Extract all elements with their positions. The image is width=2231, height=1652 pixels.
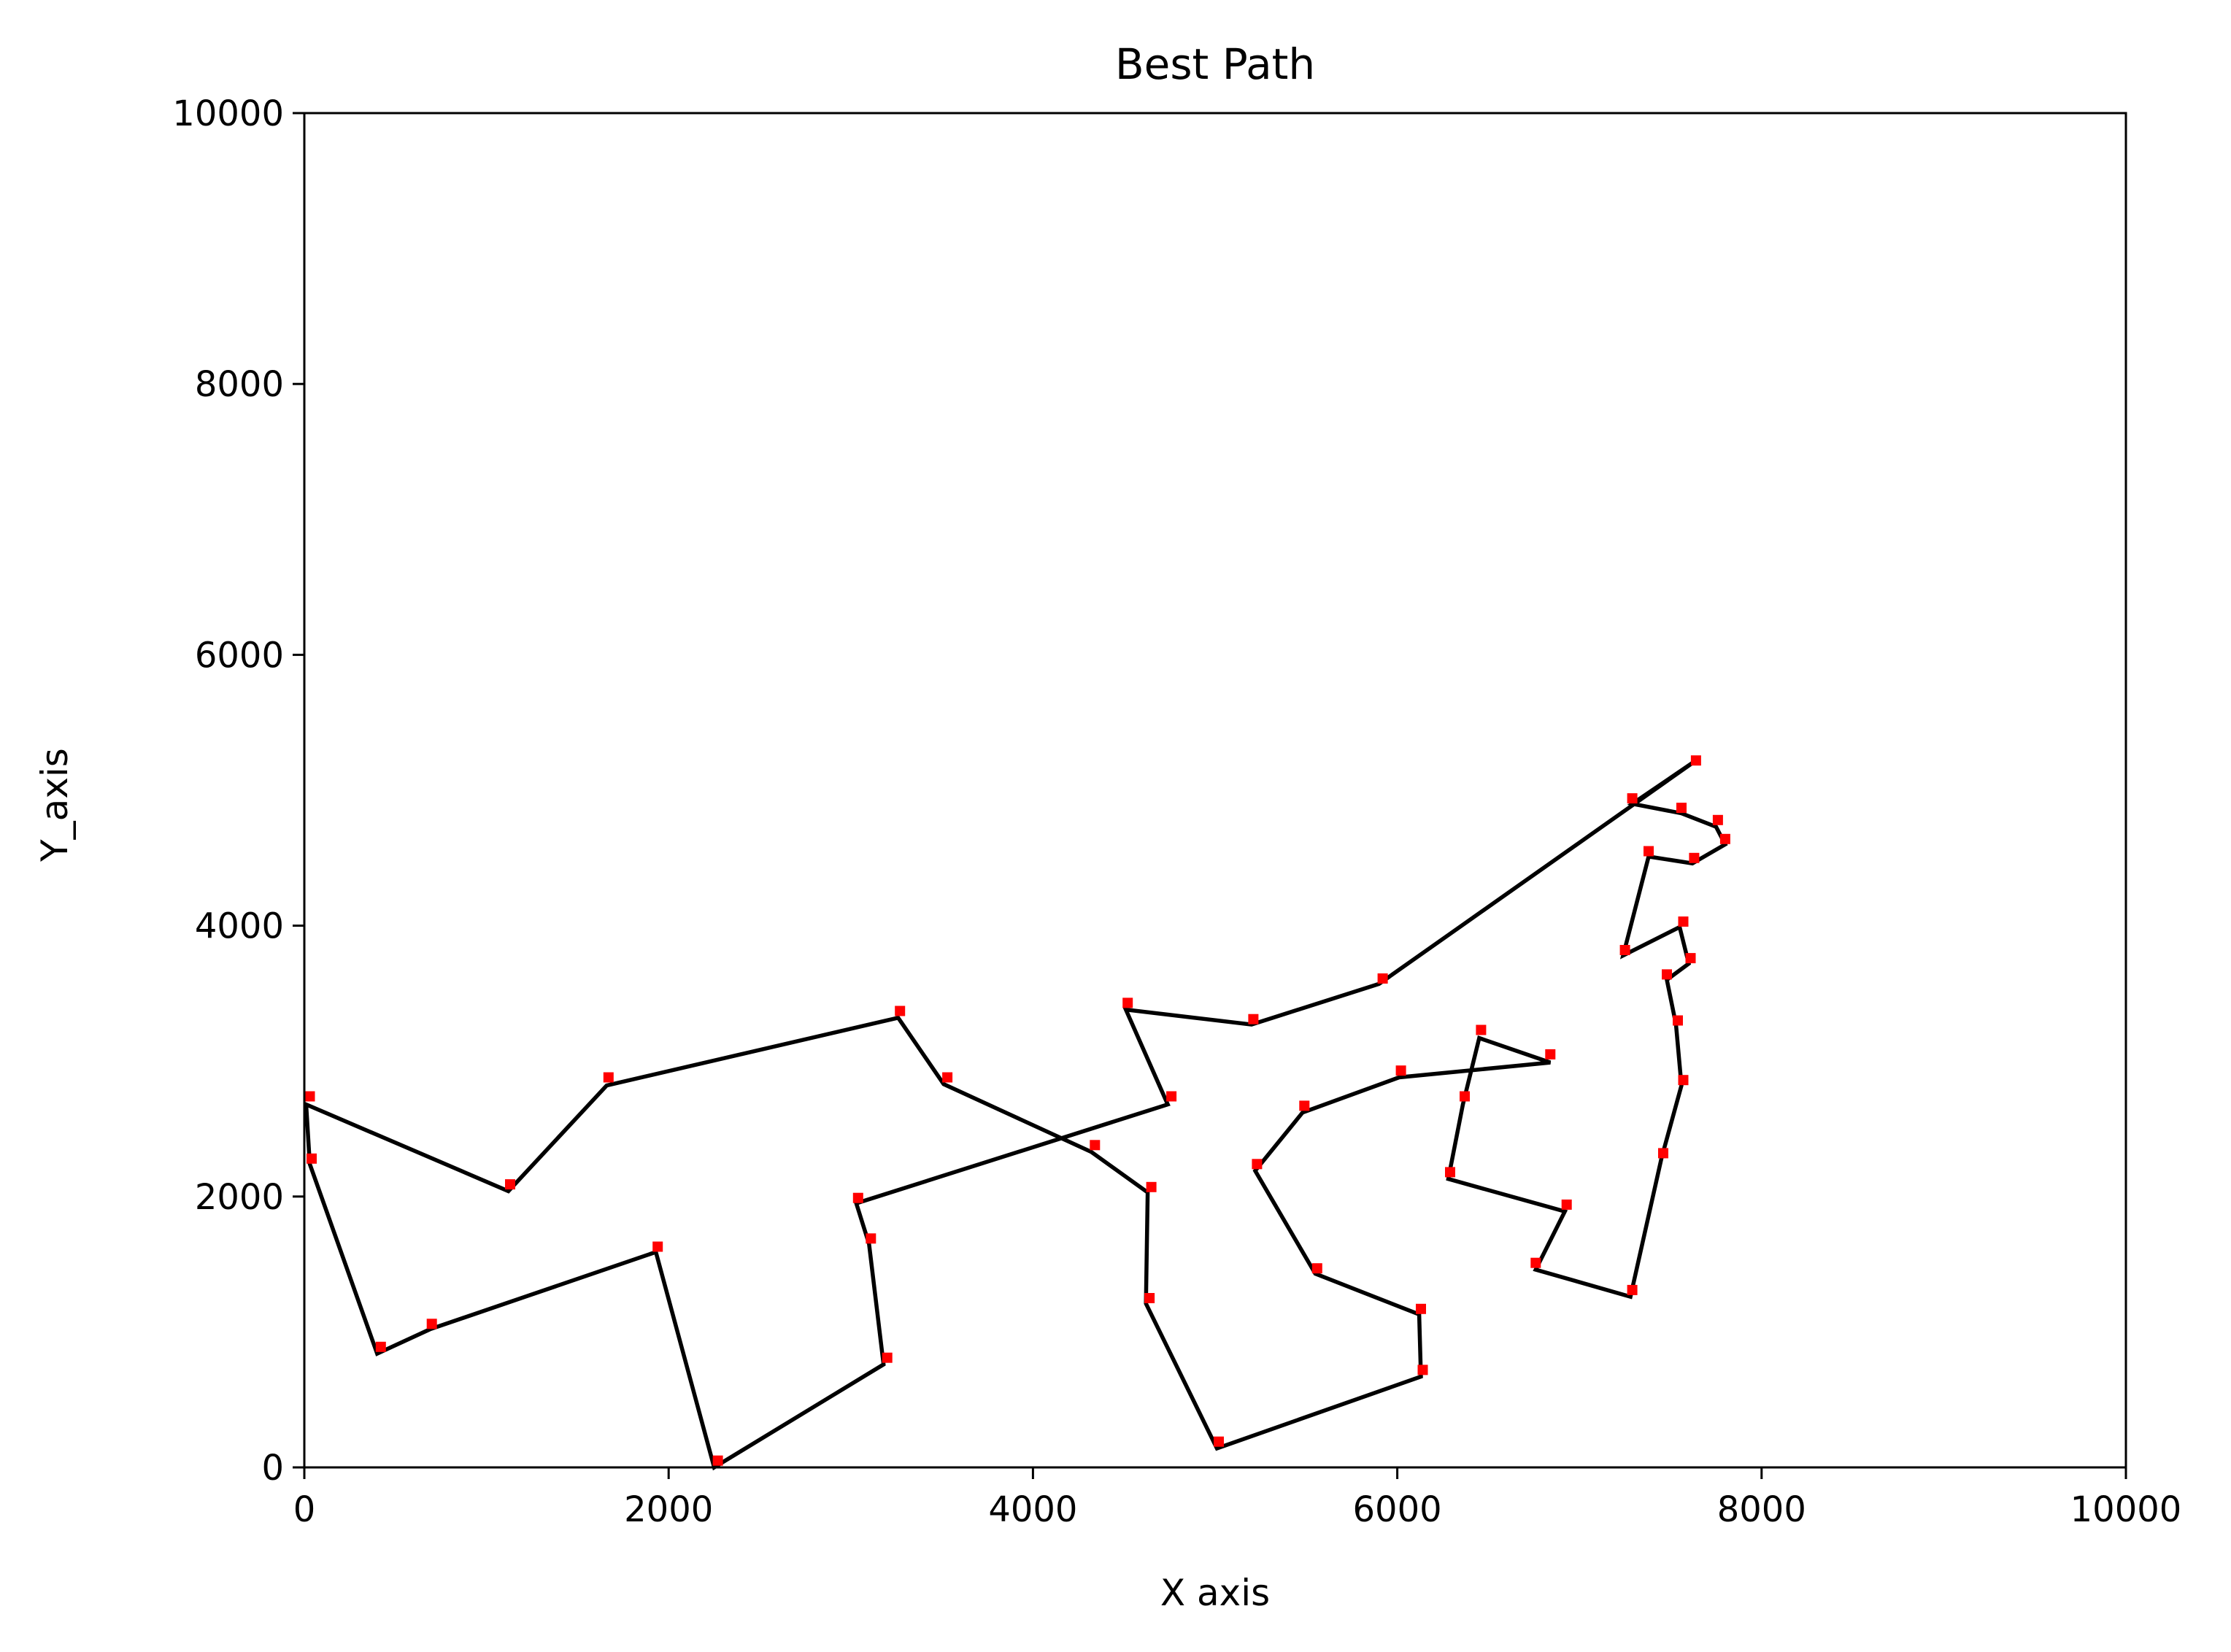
y-tick-label: 6000 <box>195 635 284 676</box>
city-point <box>1248 1014 1259 1024</box>
city-point <box>307 1153 317 1164</box>
y-tick-label: 10000 <box>172 93 284 134</box>
city-point <box>1146 1181 1157 1192</box>
city-point <box>1377 973 1388 984</box>
city-point <box>426 1319 437 1329</box>
city-point <box>1676 803 1687 814</box>
axes-frame <box>303 112 2127 1469</box>
x-tick-label: 2000 <box>624 1489 713 1530</box>
city-point <box>1395 1065 1406 1076</box>
city-point <box>1299 1100 1310 1111</box>
city-point <box>1658 1148 1668 1159</box>
x-tick-label: 10000 <box>2070 1489 2182 1530</box>
x-tick-label: 4000 <box>988 1489 1077 1530</box>
city-point <box>1416 1303 1426 1314</box>
city-point <box>1627 1284 1638 1295</box>
city-point <box>1476 1024 1487 1035</box>
city-point <box>1644 846 1654 857</box>
city-point <box>1144 1293 1155 1303</box>
city-point <box>603 1072 614 1083</box>
y-tick-label: 8000 <box>195 364 284 405</box>
city-point <box>505 1179 515 1190</box>
city-point <box>1662 969 1672 980</box>
city-point <box>1678 916 1689 927</box>
city-point <box>1545 1049 1556 1059</box>
city-point <box>1561 1199 1572 1210</box>
city-point <box>1719 833 1730 844</box>
city-point <box>1460 1091 1470 1102</box>
x-tick-label: 8000 <box>1717 1489 1806 1530</box>
city-point <box>652 1241 663 1252</box>
axis-ticks: 0 2000 4000 6000 8000 10000 0 2000 4000 6000 8000 1… <box>172 93 2181 1530</box>
city-point <box>882 1352 893 1363</box>
city-point <box>852 1192 863 1203</box>
city-point <box>1122 997 1133 1008</box>
city-point <box>1712 814 1723 825</box>
city-point <box>1627 793 1638 804</box>
city-point <box>375 1341 386 1352</box>
city-point <box>1090 1140 1101 1151</box>
city-point <box>1311 1263 1322 1274</box>
city-point <box>1689 852 1700 863</box>
x-tick-label: 6000 <box>1353 1489 1442 1530</box>
city-point <box>1417 1365 1428 1375</box>
city-point <box>1445 1167 1455 1178</box>
y-tick-label: 2000 <box>195 1177 284 1218</box>
y-axis-label: Y_axis <box>34 748 76 862</box>
y-tick-label: 4000 <box>195 906 284 947</box>
city-point <box>304 1091 315 1102</box>
city-point <box>942 1072 953 1083</box>
city-point <box>1678 1075 1689 1086</box>
city-point <box>1252 1159 1263 1170</box>
city-point <box>1690 755 1701 766</box>
y-tick-label: 0 <box>261 1448 284 1489</box>
x-axis-label: X axis <box>1160 1572 1270 1614</box>
city-point <box>1619 945 1630 955</box>
city-point <box>1166 1091 1177 1102</box>
city-point <box>1685 953 1696 964</box>
city-point <box>1673 1015 1683 1026</box>
city-point <box>1530 1257 1541 1268</box>
city-point <box>866 1233 876 1244</box>
x-tick-label: 0 <box>293 1489 316 1530</box>
chart-title: Best Path <box>1115 39 1315 89</box>
city-point <box>712 1455 723 1466</box>
city-point <box>1214 1436 1224 1447</box>
city-point <box>895 1006 906 1016</box>
